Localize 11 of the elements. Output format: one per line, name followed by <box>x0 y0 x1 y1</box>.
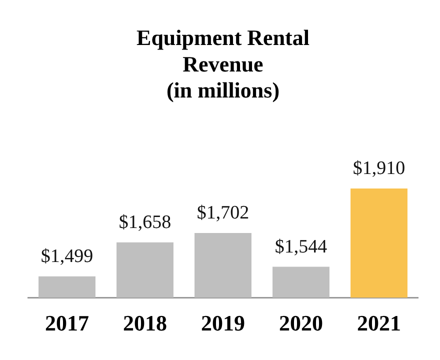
x-tick-label: 2019 <box>201 310 245 336</box>
x-tick-label: 2018 <box>123 310 167 336</box>
data-label: $1,702 <box>196 202 250 224</box>
x-tick-label: 2020 <box>279 310 323 336</box>
x-tick-label: 2021 <box>357 310 401 336</box>
data-label: $1,544 <box>274 236 328 258</box>
x-tick-label: 2017 <box>45 310 89 336</box>
data-label: $1,658 <box>118 212 172 233</box>
chart-title: Equipment Rental Revenue (in millions) <box>136 24 310 103</box>
data-label: $1,910 <box>352 158 406 179</box>
data-label: $1,499 <box>40 246 94 267</box>
